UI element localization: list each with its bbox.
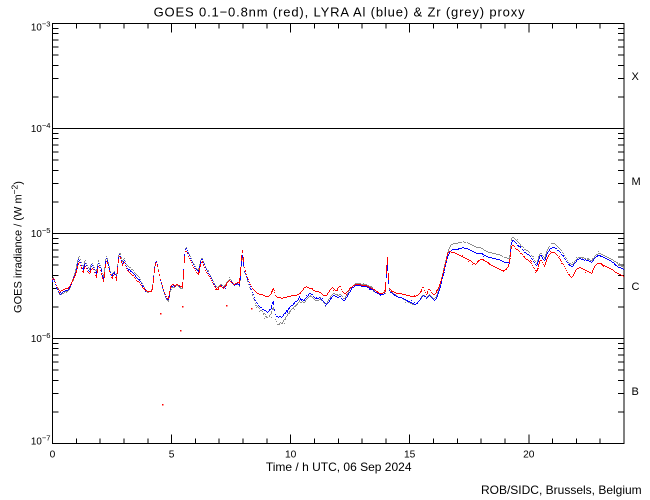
svg-text:20: 20 <box>523 450 535 461</box>
svg-text:GOES 0.1−0.8nm (red), LYRA Al: GOES 0.1−0.8nm (red), LYRA Al (blue) & Z… <box>154 5 526 20</box>
svg-text:ROB/SIDC, Brussels, Belgium: ROB/SIDC, Brussels, Belgium <box>481 483 642 497</box>
svg-text:M: M <box>632 176 641 188</box>
svg-text:Time / h UTC, 06 Sep 2024: Time / h UTC, 06 Sep 2024 <box>266 460 412 474</box>
svg-text:GOES irradiance / (W m−2): GOES irradiance / (W m−2) <box>10 181 25 313</box>
svg-text:X: X <box>632 71 640 83</box>
svg-text:0: 0 <box>50 450 56 461</box>
svg-text:B: B <box>632 386 639 398</box>
svg-text:10: 10 <box>285 450 297 461</box>
svg-text:5: 5 <box>169 450 175 461</box>
svg-text:C: C <box>632 281 640 293</box>
svg-text:15: 15 <box>404 450 416 461</box>
